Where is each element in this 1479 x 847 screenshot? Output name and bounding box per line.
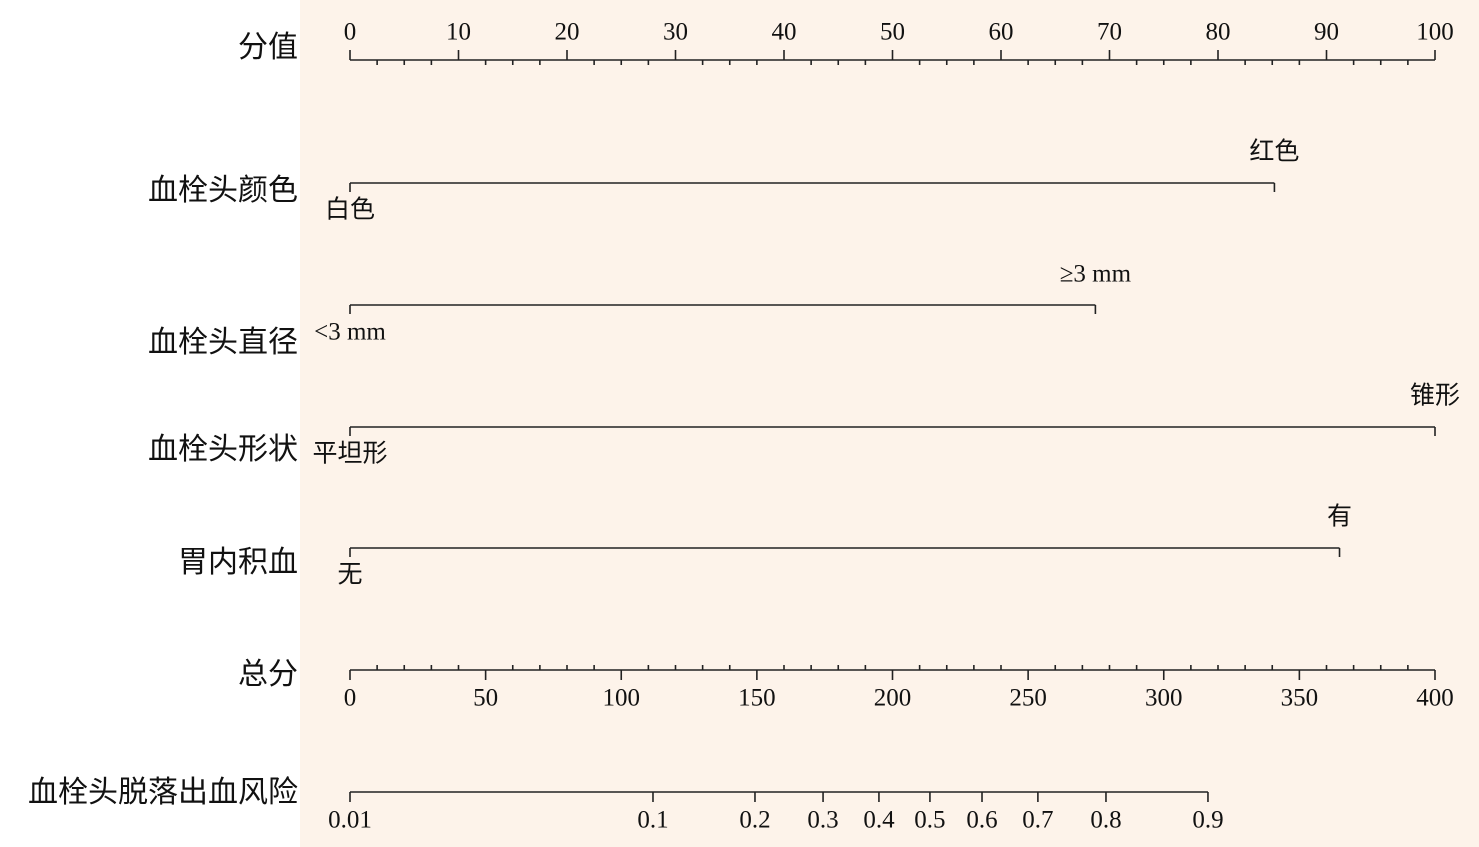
tick-label: 0.1 — [637, 807, 668, 834]
tick-label: 60 — [989, 19, 1014, 46]
tick-label: 400 — [1416, 685, 1454, 712]
level-label: 白色 — [325, 196, 375, 224]
tick-label: 10 — [446, 19, 471, 46]
level-label: <3 mm — [314, 319, 386, 346]
tick-label: 90 — [1314, 19, 1339, 46]
level-label: 有 — [1327, 503, 1352, 531]
plot-background — [300, 0, 1479, 847]
tick-label: 30 — [663, 19, 688, 46]
tick-label: 50 — [880, 19, 905, 46]
tick-label: 0.3 — [807, 807, 838, 834]
tick-label: 70 — [1097, 19, 1122, 46]
tick-label: 0.2 — [739, 807, 770, 834]
tick-label: 0.7 — [1022, 807, 1053, 834]
row-label: 总分 — [238, 658, 298, 691]
row-label: 分值 — [238, 31, 298, 64]
tick-label: 0 — [344, 685, 357, 712]
tick-label: 20 — [555, 19, 580, 46]
tick-label: 350 — [1281, 685, 1319, 712]
level-label: 平坦形 — [312, 441, 387, 468]
tick-label: 80 — [1206, 19, 1231, 46]
level-label: 无 — [337, 562, 362, 589]
level-label: ≥3 mm — [1060, 261, 1132, 288]
tick-label: 100 — [603, 685, 641, 712]
row-label: 血栓头形状 — [148, 433, 298, 466]
tick-label: 50 — [473, 685, 498, 712]
level-label: 锥形 — [1410, 382, 1460, 410]
tick-label: 200 — [874, 685, 912, 712]
tick-label: 300 — [1145, 685, 1183, 712]
row-label: 胃内积血 — [178, 546, 298, 579]
tick-label: 100 — [1416, 19, 1454, 46]
tick-label: 0.4 — [863, 807, 895, 834]
tick-label: 0.01 — [328, 807, 372, 834]
tick-label: 0.8 — [1090, 807, 1121, 834]
tick-label: 40 — [772, 19, 797, 46]
tick-label: 250 — [1009, 685, 1047, 712]
tick-label: 0.6 — [966, 807, 997, 834]
row-label: 血栓头颜色 — [148, 174, 298, 207]
row-label: 血栓头脱落出血风险 — [28, 776, 298, 809]
tick-label: 150 — [738, 685, 776, 712]
tick-label: 0.5 — [914, 807, 945, 834]
row-label: 血栓头直径 — [148, 326, 298, 359]
tick-label: 0 — [344, 19, 357, 46]
tick-label: 0.9 — [1192, 807, 1223, 834]
level-label: 红色 — [1249, 138, 1299, 166]
